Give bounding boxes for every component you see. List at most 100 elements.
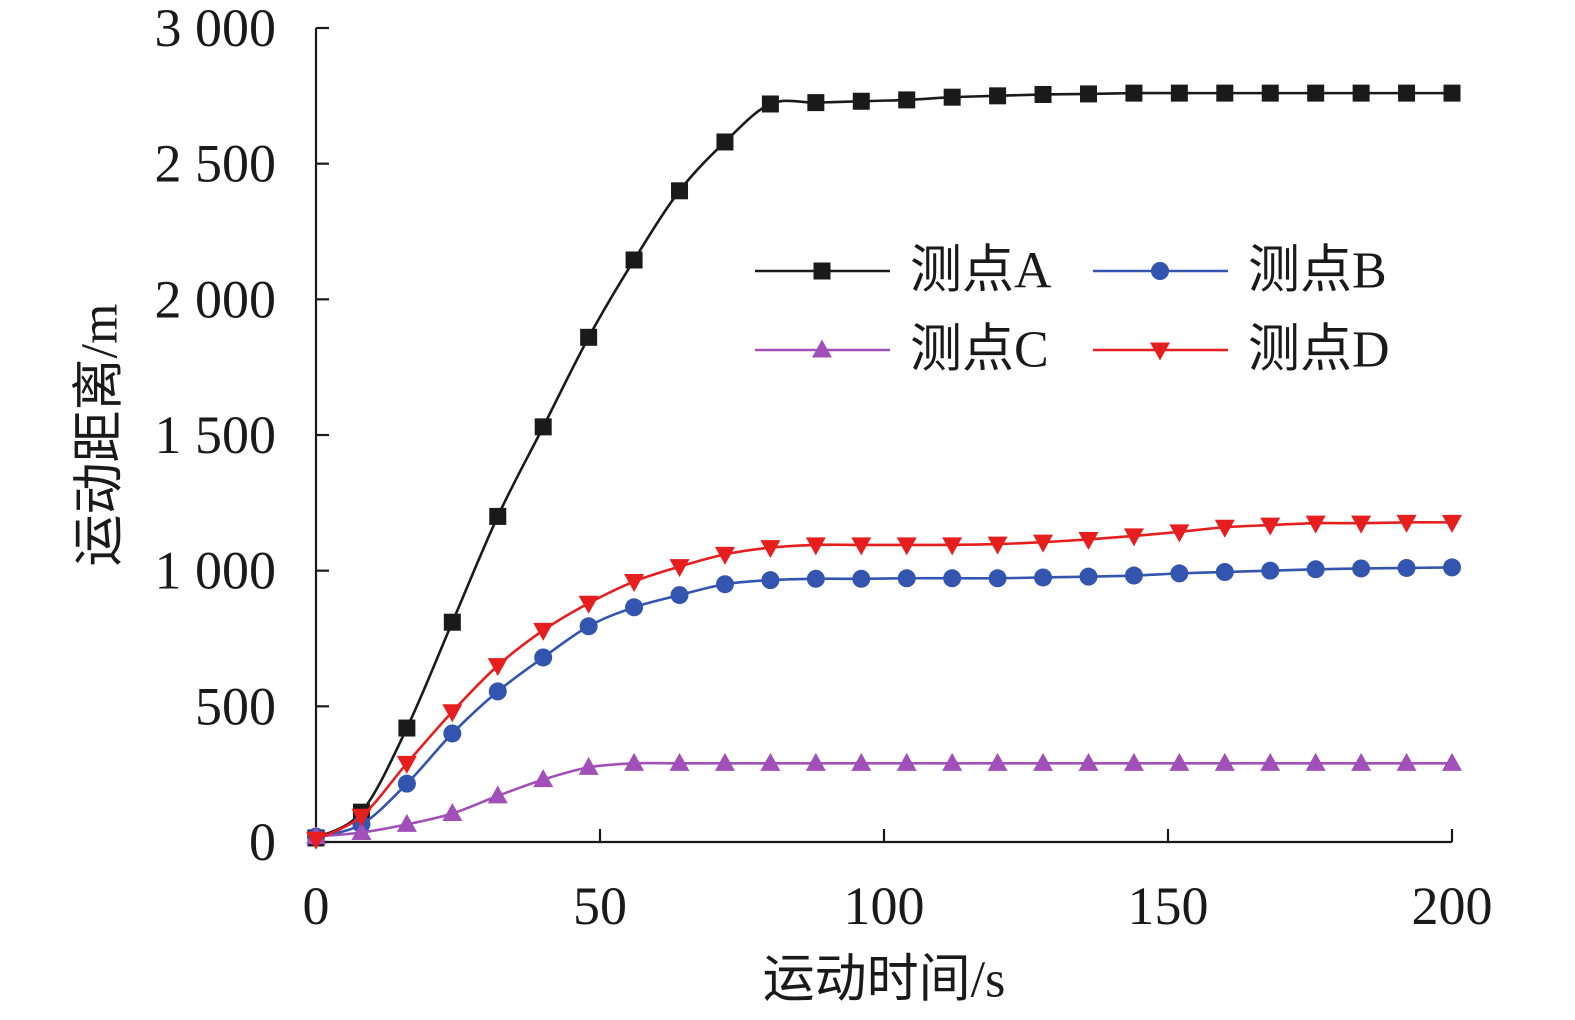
series-2-data-point (625, 598, 644, 617)
series-3-data-point (578, 756, 599, 775)
y-tick-label: 3 000 (155, 0, 277, 58)
series-1-data-point (989, 87, 1007, 105)
series-3-data-point (1351, 752, 1372, 771)
series-1 (307, 84, 1461, 847)
series-4-data-point (942, 537, 963, 556)
series-group (306, 84, 1462, 850)
series-2-data-point (534, 648, 553, 667)
series-4-data-point (306, 831, 326, 850)
series-1-data-point (489, 507, 507, 525)
series-3-data-point (396, 813, 417, 832)
series-4-data-point (851, 537, 872, 556)
series-1-data-point (716, 133, 734, 151)
series-2-data-point (1261, 561, 1280, 580)
x-axis-title: 运动时间/s (763, 952, 1006, 1009)
legend-item-4: 测点D (1093, 322, 1390, 379)
series-4-data-point (1123, 528, 1144, 547)
series-2-data-point (1170, 564, 1189, 583)
series-3 (306, 752, 1462, 845)
series-2-data-point (1079, 567, 1098, 586)
series-1-data-point (671, 182, 689, 200)
series-4-data-point (1442, 514, 1462, 533)
series-3-line (315, 761, 1452, 838)
series-2-data-point (670, 586, 689, 605)
series-4-data-point (1078, 531, 1099, 550)
series-4-data-point (669, 559, 690, 578)
series-2-data-point (443, 724, 462, 743)
series-4-data-point (533, 622, 554, 641)
series-4-data-point (351, 808, 372, 827)
legend-item-2: 测点B (1093, 243, 1387, 300)
series-1-data-point (1170, 84, 1188, 102)
legend-swatch-marker (812, 339, 832, 358)
series-3-data-point (1442, 752, 1462, 771)
series-4-data-point (1305, 515, 1326, 534)
series-3-data-point (1123, 752, 1144, 771)
series-4-data-point (1260, 517, 1281, 536)
series-2-data-point (1215, 563, 1234, 582)
series-3-data-point (805, 752, 826, 771)
x-tick-label: 100 (844, 876, 925, 936)
series-3-data-point (760, 752, 781, 771)
series-4-data-point (896, 537, 917, 556)
x-tick-label: 200 (1412, 876, 1493, 936)
series-4-data-point (1033, 534, 1054, 553)
series-1-data-point (898, 91, 916, 109)
series-2-line (315, 566, 1453, 838)
series-2 (307, 558, 1461, 846)
series-3-data-point (624, 752, 645, 771)
series-1-data-point (580, 328, 598, 346)
series-3-data-point (1169, 752, 1190, 771)
legend-label: 测点C (910, 322, 1049, 379)
series-1-data-point (625, 251, 643, 269)
series-4-data-point (396, 755, 417, 774)
series-1-data-point (1398, 84, 1416, 102)
series-1-data-point (1307, 84, 1325, 102)
legend-item-1: 测点A (755, 243, 1052, 300)
y-tick-label: 2 000 (155, 269, 277, 329)
series-2-data-point (943, 569, 962, 588)
legend-label: 测点A (910, 243, 1052, 300)
series-4-data-point (487, 658, 508, 677)
series-1-data-point (1443, 84, 1461, 102)
series-2-data-point (761, 571, 780, 590)
y-tick-label: 0 (249, 812, 276, 872)
series-1-data-point (1125, 84, 1143, 102)
series-3-data-point (942, 752, 963, 771)
series-1-data-point (761, 95, 779, 113)
x-tick-label: 50 (573, 876, 627, 936)
series-2-data-point (1124, 566, 1143, 585)
legend-label: 测点B (1248, 243, 1387, 300)
series-1-data-point (1034, 85, 1052, 103)
y-tick-label: 2 500 (155, 134, 277, 194)
series-3-data-point (1078, 752, 1099, 771)
series-3-data-point (487, 785, 508, 804)
series-1-line (315, 91, 1452, 840)
legend-label: 测点D (1248, 322, 1390, 379)
series-2-data-point (715, 575, 734, 594)
series-3-data-point (1305, 752, 1326, 771)
series-4-data-point (987, 536, 1008, 555)
series-3-data-point (533, 769, 554, 788)
series-1-data-point (443, 613, 461, 631)
series-4-data-point (760, 540, 781, 559)
series-3-data-point (714, 752, 735, 771)
series-3-data-point (669, 752, 690, 771)
series-2-data-point (1397, 558, 1416, 577)
legend: 测点A 测点B 测点C 测点D (755, 243, 1390, 379)
series-1-data-point (1216, 84, 1234, 102)
legend-swatch-marker (813, 262, 831, 280)
series-1-data-point (1352, 84, 1370, 102)
series-2-data-point (579, 617, 598, 636)
axes: 0 500 1 000 1 500 2 000 2 500 3 000 0 50 100 150 20… (72, 0, 1493, 1009)
series-1-data-point (1261, 84, 1279, 102)
series-4-data-point (805, 537, 826, 556)
series-3-data-point (442, 803, 463, 822)
x-tick-label: 150 (1128, 876, 1209, 936)
series-3-data-point (351, 822, 372, 841)
series-3-data-point (896, 752, 917, 771)
series-4-data-point (578, 595, 599, 614)
legend-item-3: 测点C (755, 322, 1049, 379)
